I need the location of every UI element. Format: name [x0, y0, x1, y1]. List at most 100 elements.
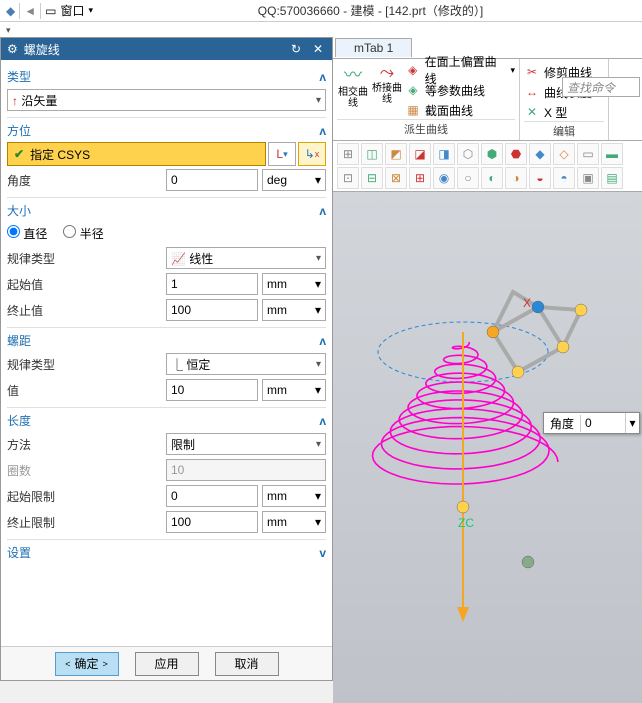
helix-graphic: XZC [333, 192, 642, 703]
dropdown-arrow-icon[interactable]: ▾ [625, 413, 639, 433]
refresh-icon[interactable]: ↻ [288, 41, 304, 57]
tool-icon[interactable]: ◆ [529, 143, 551, 165]
tool-icon[interactable]: ◐ [481, 167, 503, 189]
tool-icon[interactable]: ○ [457, 167, 479, 189]
offset-on-face-button[interactable]: ◈在面上偏置曲线▾ [405, 61, 515, 79]
tool-icon[interactable]: ◇ [553, 143, 575, 165]
bridge-label: 桥接曲线 [371, 83, 403, 105]
law-type-dropdown[interactable]: 📈 线性 ▾ [166, 247, 326, 269]
ribbon-group-edit: ✂修剪曲线 ↔曲线长度 ✕X 型 编辑 [520, 59, 609, 140]
start-value-input[interactable]: 1 [166, 273, 258, 295]
tab-mtab1[interactable]: mTab 1 [335, 38, 412, 57]
tool-icon[interactable]: ⊠ [385, 167, 407, 189]
section-pitch[interactable]: 螺距 ʌ [7, 327, 326, 351]
tool-icon[interactable]: ◉ [433, 167, 455, 189]
tool-icon[interactable]: ⊞ [409, 167, 431, 189]
prev-icon[interactable]: ◄ [24, 4, 36, 18]
close-icon[interactable]: ✕ [310, 41, 326, 57]
mm-label: mm [267, 383, 287, 397]
tool-icon[interactable]: ⊞ [337, 143, 359, 165]
tool-icon[interactable]: ⬢ [481, 143, 503, 165]
tool-icon[interactable]: ◨ [433, 143, 455, 165]
section-length[interactable]: 长度 ʌ [7, 407, 326, 431]
turns-value: 10 [171, 463, 184, 477]
ok-label: 确定 [74, 655, 98, 672]
type-dropdown[interactable]: ↑ 沿矢量 ▾ [7, 89, 326, 111]
chevron-up-icon: ʌ [319, 334, 326, 348]
start-limit-input[interactable]: 0 [166, 485, 258, 507]
window-title: QQ:570036660 - 建模 - [142.prt（修改的）] [99, 2, 642, 19]
specify-csys-button[interactable]: ✔ 指定 CSYS [7, 142, 266, 166]
mm-label: mm [267, 277, 287, 291]
start-unit-dropdown[interactable]: mm▾ [262, 273, 326, 295]
pitch-unit-dropdown[interactable]: mm▾ [262, 379, 326, 401]
csys-picker-icon[interactable]: L▾ [268, 142, 296, 166]
section-size[interactable]: 大小 ʌ [7, 197, 326, 221]
end-value-input[interactable]: 100 [166, 299, 258, 321]
floating-angle-input[interactable]: 角度 0 ▾ [543, 412, 640, 434]
apply-button[interactable]: 应用 [135, 652, 199, 676]
chevron-down-icon: v [319, 546, 326, 560]
dialog-body: 类型 ʌ ↑ 沿矢量 ▾ 方位 ʌ ✔ 指定 CSYS L▾ ↳x 角度 0 d… [1, 60, 332, 646]
pitch-value-input[interactable]: 10 [166, 379, 258, 401]
angle-input[interactable]: 0 [166, 169, 258, 191]
tool-icon[interactable]: ⊟ [361, 167, 383, 189]
intersect-curve-button[interactable]: 〰相交曲线 [337, 61, 369, 105]
angle-unit: deg [267, 173, 287, 187]
dropdown-arrow-icon[interactable]: ▾ [88, 5, 93, 16]
end-unit-dropdown[interactable]: mm▾ [262, 299, 326, 321]
turns-label: 圈数 [7, 462, 162, 479]
floating-value[interactable]: 0 [581, 416, 625, 430]
tab-label: mTab 1 [354, 41, 393, 55]
tool-icon[interactable]: ◪ [409, 143, 431, 165]
tool-icon[interactable]: ▬ [601, 143, 623, 165]
radius-label: 半径 [80, 227, 104, 241]
cancel-button[interactable]: 取消 [215, 652, 279, 676]
diameter-label: 直径 [23, 227, 47, 241]
method-label: 方法 [7, 436, 162, 453]
tool-icon[interactable]: ◑ [505, 167, 527, 189]
tool-icon[interactable]: ⬣ [505, 143, 527, 165]
diameter-radio[interactable]: 直径 [7, 225, 47, 242]
vector-arrow-icon: ↑ [12, 94, 18, 108]
apply-label: 应用 [154, 655, 178, 672]
start-limit-unit[interactable]: mm▾ [262, 485, 326, 507]
pitch-law-dropdown[interactable]: ⎿ 恒定 ▾ [166, 353, 326, 375]
x-type-button[interactable]: ✕X 型 [524, 103, 604, 121]
tool-icon[interactable]: ⊡ [337, 167, 359, 189]
iso-curve-button[interactable]: ◈等参数曲线 [405, 81, 515, 99]
angle-unit-dropdown[interactable]: deg▾ [262, 169, 326, 191]
section-orientation[interactable]: 方位 ʌ [7, 117, 326, 141]
end-limit-input[interactable]: 100 [166, 511, 258, 533]
tool-icon[interactable]: ▭ [577, 143, 599, 165]
tool-icon[interactable]: ▤ [601, 167, 623, 189]
end-limit-unit[interactable]: mm▾ [262, 511, 326, 533]
window-menu-label[interactable]: 窗口 [60, 2, 84, 19]
tool-icon[interactable]: ▣ [577, 167, 599, 189]
section-settings[interactable]: 设置 v [7, 539, 326, 563]
end-value: 100 [171, 303, 191, 317]
section-curve-button[interactable]: ▦截面曲线 [405, 101, 515, 119]
ribbon-group-derive: 〰相交曲线 ⤳桥接曲线 ◈在面上偏置曲线▾ ◈等参数曲线 ▦截面曲线 派生曲线 [333, 59, 520, 140]
tool-icon[interactable]: ◓ [553, 167, 575, 189]
ribbon: 〰相交曲线 ⤳桥接曲线 ◈在面上偏置曲线▾ ◈等参数曲线 ▦截面曲线 派生曲线 … [333, 59, 642, 141]
section-type[interactable]: 类型 ʌ [7, 64, 326, 87]
method-value: 限制 [171, 436, 195, 453]
tool-icon[interactable]: ◒ [529, 167, 551, 189]
end-limit-value: 100 [171, 515, 191, 529]
gear-icon: ⚙ [7, 42, 18, 56]
ribbon-group-label: 派生曲线 [337, 119, 515, 138]
intersect-label: 相交曲线 [337, 87, 369, 109]
bridge-curve-button[interactable]: ⤳桥接曲线 [371, 61, 403, 105]
ok-button[interactable]: <确定> [55, 652, 119, 676]
csys-axes-icon[interactable]: ↳x [298, 142, 326, 166]
search-input[interactable]: 查找命令 [562, 77, 640, 97]
tool-icon[interactable]: ⬡ [457, 143, 479, 165]
tool-icon[interactable]: ◩ [385, 143, 407, 165]
window-menu-icon[interactable]: ▭ [45, 4, 56, 18]
method-dropdown[interactable]: 限制 ▾ [166, 433, 326, 455]
viewport[interactable]: XZC 角度 0 ▾ [333, 192, 642, 703]
radius-radio[interactable]: 半径 [63, 225, 103, 242]
menu-dropdown-icon[interactable]: ▾ [6, 25, 11, 36]
tool-icon[interactable]: ◫ [361, 143, 383, 165]
